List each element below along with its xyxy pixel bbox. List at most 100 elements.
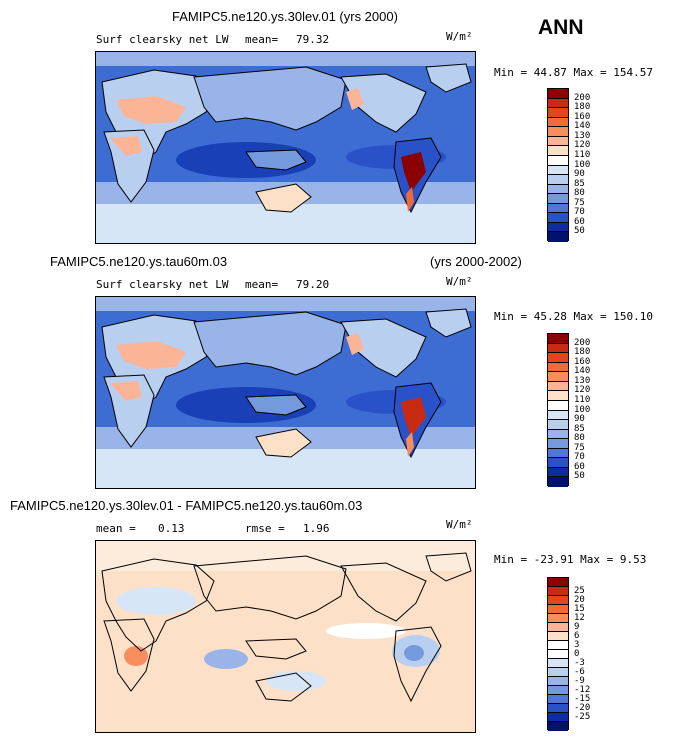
colorbar-cell — [548, 194, 568, 204]
colorbar-tick-label: 100 — [574, 159, 591, 170]
colorbar-cell — [548, 117, 568, 128]
colorbar-tick-label: 75 — [574, 442, 585, 453]
colorbar-tick-label: 15 — [574, 603, 585, 614]
colorbar-tick-label: -12 — [574, 684, 591, 695]
colorbar-tick-label: 50 — [574, 226, 585, 237]
colorbar-cell — [548, 353, 568, 363]
colorbar-cell — [548, 410, 568, 421]
colorbar-cell — [548, 165, 568, 176]
panel3-map — [95, 540, 476, 733]
colorbar-tick-label: 85 — [574, 423, 585, 434]
colorbar-cell — [548, 668, 568, 677]
colorbar-cell — [548, 650, 568, 659]
colorbar-tick-label: 3 — [574, 639, 580, 650]
colorbar-tick-label: 60 — [574, 216, 585, 227]
colorbar-cell — [548, 467, 568, 478]
panel3-mean-value: 0.13 — [158, 522, 185, 535]
colorbar-cell — [548, 136, 568, 147]
colorbar-tick-label: 70 — [574, 452, 585, 463]
colorbar-tick-label: 180 — [574, 347, 591, 358]
panel2-units: W/m² — [446, 275, 473, 288]
colorbar-tick-label: 80 — [574, 433, 585, 444]
colorbar-cell — [548, 596, 568, 605]
panel3-rmse-label: rmse = — [245, 522, 285, 535]
panel2-map — [95, 296, 476, 489]
colorbar-tick-label: 140 — [574, 121, 591, 132]
colorbar-cell — [548, 659, 568, 668]
colorbar-tick-label: 120 — [574, 385, 591, 396]
colorbar-cell — [548, 686, 568, 695]
colorbar-cell — [548, 400, 568, 411]
colorbar-tick-label: 120 — [574, 140, 591, 151]
colorbar-tick-label: 160 — [574, 111, 591, 122]
panel2-case-title: FAMIPC5.ne120.ys.tau60m.03 — [50, 254, 228, 269]
colorbar-tick-label: 25 — [574, 585, 585, 596]
colorbar-cell — [548, 587, 568, 596]
colorbar-tick-label: 200 — [574, 92, 591, 103]
colorbar-cell — [548, 623, 568, 632]
colorbar-tick-label: 90 — [574, 169, 585, 180]
panel3-units: W/m² — [446, 518, 473, 531]
panel1-units: W/m² — [446, 30, 473, 43]
colorbar-cell — [548, 429, 568, 440]
colorbar-tick-label: 75 — [574, 197, 585, 208]
colorbar-cell — [548, 89, 568, 99]
panel2-case-years: (yrs 2000-2002) — [430, 254, 522, 269]
colorbar-tick-label: -9 — [574, 675, 585, 686]
colorbar-cell — [548, 108, 568, 118]
colorbar-cell — [548, 605, 568, 614]
panel3-colorbar — [547, 577, 569, 731]
colorbar-cell — [548, 372, 568, 382]
colorbar-tick-label: 110 — [574, 394, 591, 405]
panel1-mean-label: mean= — [245, 33, 279, 46]
panel3-case-title: FAMIPC5.ne120.ys.30lev.01 - FAMIPC5.ne12… — [10, 498, 363, 513]
colorbar-cell — [548, 578, 568, 587]
colorbar-tick-label: 85 — [574, 178, 585, 189]
panel1-map — [95, 51, 476, 244]
colorbar-tick-label: 110 — [574, 149, 591, 160]
colorbar-tick-label: 12 — [574, 612, 585, 623]
colorbar-tick-label: 140 — [574, 366, 591, 377]
panel3-min-max: Min = -23.91 Max = 9.53 — [494, 553, 647, 566]
colorbar-cell — [548, 420, 568, 430]
season-label: ANN — [538, 16, 584, 39]
colorbar-cell — [548, 232, 568, 242]
colorbar-cell — [548, 175, 568, 185]
colorbar-cell — [548, 722, 568, 731]
colorbar-cell — [548, 98, 568, 109]
colorbar-tick-label: 20 — [574, 594, 585, 605]
panel1-variable-label: Surf clearsky net LW — [96, 33, 229, 46]
panel2-variable-label: Surf clearsky net LW — [96, 278, 229, 291]
colorbar-cell — [548, 184, 568, 195]
colorbar-cell — [548, 695, 568, 704]
colorbar-tick-label: 70 — [574, 207, 585, 218]
colorbar-tick-label: 130 — [574, 375, 591, 386]
panel1-min-max: Min = 44.87 Max = 154.57 — [494, 66, 653, 79]
colorbar-cell — [548, 155, 568, 166]
colorbar-tick-label: 160 — [574, 356, 591, 367]
colorbar-tick-label: 130 — [574, 130, 591, 141]
panel3-rmse-value: 1.96 — [303, 522, 330, 535]
colorbar-cell — [548, 713, 568, 722]
panel2-min-max: Min = 45.28 Max = 150.10 — [494, 310, 653, 323]
colorbar-cell — [548, 614, 568, 623]
colorbar-cell — [548, 458, 568, 468]
panel1-colorbar — [547, 88, 569, 242]
colorbar-cell — [548, 641, 568, 650]
colorbar-cell — [548, 439, 568, 449]
panel1-mean-value: 79.32 — [296, 33, 330, 46]
colorbar-tick-label: -6 — [574, 666, 585, 677]
colorbar-tick-label: -3 — [574, 657, 585, 668]
panel2-mean-label: mean= — [245, 278, 279, 291]
colorbar-tick-label: -25 — [574, 711, 591, 722]
colorbar-tick-label: 90 — [574, 414, 585, 425]
colorbar-cell — [548, 127, 568, 137]
colorbar-tick-label: 50 — [574, 471, 585, 482]
colorbar-tick-label: 60 — [574, 461, 585, 472]
colorbar-tick-label: 200 — [574, 337, 591, 348]
colorbar-cell — [548, 381, 568, 392]
panel2-mean-value: 79.20 — [296, 278, 330, 291]
colorbar-cell — [548, 362, 568, 373]
panel2-colorbar — [547, 333, 569, 487]
colorbar-cell — [548, 477, 568, 487]
